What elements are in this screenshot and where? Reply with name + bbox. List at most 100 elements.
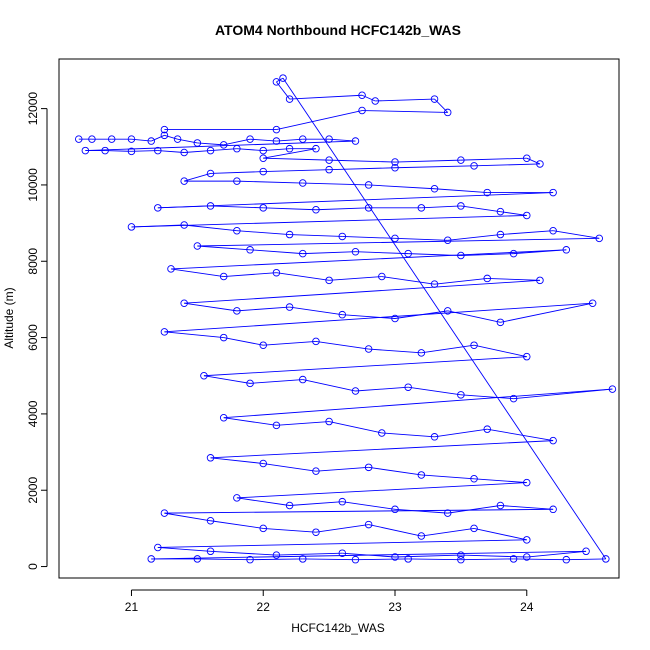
data-point xyxy=(391,314,399,323)
series-line-segment xyxy=(329,138,356,142)
series-line-segment xyxy=(276,110,363,131)
data-point xyxy=(608,385,617,393)
data-point xyxy=(457,156,465,164)
data-point xyxy=(496,318,505,327)
series-line-segment xyxy=(203,356,527,377)
series-line-segment xyxy=(434,277,488,285)
data-point xyxy=(259,154,267,162)
data-point xyxy=(358,91,366,100)
series-line-segment xyxy=(342,236,396,239)
data-point xyxy=(417,471,426,479)
data-point xyxy=(457,391,465,399)
series-line-segment xyxy=(302,379,356,392)
data-point xyxy=(457,202,465,210)
data-point xyxy=(193,555,202,563)
data-point xyxy=(233,177,241,185)
series-line-segment xyxy=(381,276,435,285)
data-point xyxy=(219,272,228,281)
series-line-segment xyxy=(184,224,237,232)
data-point xyxy=(443,509,452,517)
series-line-segment xyxy=(342,501,396,510)
series-line-segment xyxy=(263,340,316,346)
data-point xyxy=(259,341,267,349)
data-point xyxy=(75,135,83,143)
data-point xyxy=(285,501,294,510)
data-point xyxy=(325,156,333,164)
series-line-segment xyxy=(500,302,593,323)
data-point xyxy=(312,144,320,153)
data-point xyxy=(483,274,491,283)
series-line-segment xyxy=(355,558,409,561)
data-point xyxy=(127,223,136,231)
data-point xyxy=(509,394,518,403)
data-point xyxy=(107,135,116,143)
data-point xyxy=(206,169,215,178)
data-point xyxy=(299,135,307,143)
data-point xyxy=(312,337,320,346)
series-line-segment xyxy=(263,527,316,533)
series-line-segment xyxy=(250,138,277,142)
series-line-segment xyxy=(434,428,488,438)
series-line-segment xyxy=(236,306,290,312)
series-line-segment xyxy=(302,182,369,186)
data-point xyxy=(364,345,373,353)
data-point xyxy=(391,505,399,514)
data-point xyxy=(391,553,399,561)
series-line-segment xyxy=(157,192,554,209)
series-line-segment xyxy=(460,394,514,400)
data-point xyxy=(417,204,426,212)
data-point xyxy=(470,524,478,533)
series-line-segment xyxy=(302,251,356,255)
data-point xyxy=(325,276,333,285)
data-point xyxy=(470,341,478,349)
data-point xyxy=(470,475,478,483)
series-line-segment xyxy=(223,272,277,277)
series-line-segment xyxy=(210,148,237,152)
data-point xyxy=(509,555,518,563)
series-line-segment xyxy=(421,474,475,480)
data-point xyxy=(193,139,202,147)
data-point xyxy=(404,555,412,563)
series-line-segment xyxy=(184,302,237,312)
data-point xyxy=(272,551,281,559)
data-point xyxy=(279,74,287,82)
series-line-segment xyxy=(263,157,330,161)
data-point xyxy=(496,230,505,239)
series-line-segment xyxy=(368,466,422,476)
data-point xyxy=(523,553,531,561)
series-line-segment xyxy=(526,550,587,558)
data-point xyxy=(443,307,452,315)
series-line-segment xyxy=(170,249,567,270)
series-line-segment xyxy=(355,251,409,255)
series-line-segment xyxy=(368,348,422,354)
series-line-segment xyxy=(289,501,343,506)
data-point xyxy=(325,135,333,143)
series-line-segment xyxy=(210,171,264,174)
data-point xyxy=(299,555,307,563)
data-point xyxy=(430,184,439,193)
y-tick-label: 4000 xyxy=(26,400,40,427)
y-tick-label: 0 xyxy=(26,563,40,570)
series-line-segment xyxy=(421,205,461,209)
data-point xyxy=(206,454,215,462)
data-point xyxy=(285,303,294,311)
series-line-segment xyxy=(184,279,540,304)
data-point xyxy=(246,555,254,564)
data-point xyxy=(233,144,241,153)
data-point xyxy=(147,555,155,563)
data-point xyxy=(338,232,347,241)
data-point xyxy=(338,497,347,506)
series-line-segment xyxy=(236,180,303,184)
data-point xyxy=(404,383,412,391)
series-line-segment xyxy=(164,512,211,522)
y-tick-label: 12000 xyxy=(26,92,40,126)
data-point xyxy=(81,146,90,155)
series-line-segment xyxy=(361,94,376,102)
y-tick-label: 6000 xyxy=(26,324,40,351)
data-point xyxy=(180,299,188,307)
series-line-segment xyxy=(394,165,475,169)
data-point xyxy=(259,459,267,468)
series-line-segment xyxy=(223,388,613,419)
series-line-segment xyxy=(276,421,330,426)
